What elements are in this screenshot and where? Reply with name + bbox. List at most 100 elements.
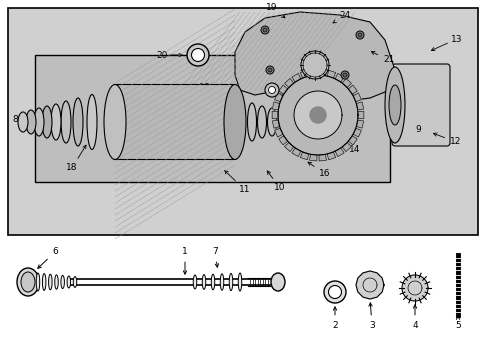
Polygon shape <box>293 91 341 139</box>
Text: 16: 16 <box>198 84 221 96</box>
Polygon shape <box>352 93 361 102</box>
Text: 5: 5 <box>454 316 460 329</box>
Polygon shape <box>272 111 278 119</box>
Polygon shape <box>318 154 326 161</box>
Text: 1: 1 <box>182 248 187 274</box>
Ellipse shape <box>301 51 328 79</box>
Ellipse shape <box>191 49 204 62</box>
Polygon shape <box>284 78 293 87</box>
Text: 15: 15 <box>307 87 323 103</box>
Ellipse shape <box>357 33 361 37</box>
Polygon shape <box>235 12 394 102</box>
Ellipse shape <box>328 285 341 298</box>
Polygon shape <box>334 73 344 82</box>
FancyBboxPatch shape <box>115 84 235 159</box>
Polygon shape <box>347 136 357 145</box>
Text: 14: 14 <box>332 130 360 154</box>
FancyBboxPatch shape <box>391 64 449 146</box>
Polygon shape <box>326 70 335 78</box>
Polygon shape <box>278 75 357 155</box>
Ellipse shape <box>238 273 241 291</box>
Text: 11: 11 <box>224 171 250 194</box>
Ellipse shape <box>202 275 205 289</box>
Polygon shape <box>357 111 363 119</box>
Ellipse shape <box>267 108 276 136</box>
Polygon shape <box>318 69 326 76</box>
Ellipse shape <box>261 26 268 34</box>
Polygon shape <box>291 148 300 157</box>
Ellipse shape <box>267 68 271 72</box>
Ellipse shape <box>224 85 245 159</box>
Text: 16: 16 <box>307 162 330 179</box>
Ellipse shape <box>104 85 126 159</box>
Text: 6: 6 <box>38 248 58 268</box>
Ellipse shape <box>42 274 46 291</box>
Polygon shape <box>274 93 282 102</box>
Ellipse shape <box>263 28 266 32</box>
Text: 3: 3 <box>368 303 374 329</box>
Ellipse shape <box>211 274 214 290</box>
Ellipse shape <box>384 67 404 143</box>
Ellipse shape <box>61 101 71 143</box>
Text: 10: 10 <box>266 171 285 193</box>
Polygon shape <box>309 69 316 76</box>
Ellipse shape <box>18 112 28 132</box>
Polygon shape <box>342 78 351 87</box>
Text: 12: 12 <box>432 133 461 147</box>
Ellipse shape <box>265 66 273 74</box>
Ellipse shape <box>21 272 35 292</box>
Ellipse shape <box>186 44 208 66</box>
Ellipse shape <box>61 275 64 289</box>
Text: 20: 20 <box>156 50 168 59</box>
Text: 8: 8 <box>12 116 18 125</box>
Polygon shape <box>274 128 282 137</box>
Ellipse shape <box>42 106 52 138</box>
Ellipse shape <box>229 273 232 291</box>
Polygon shape <box>300 70 308 78</box>
Polygon shape <box>291 73 300 82</box>
Polygon shape <box>334 148 344 157</box>
Ellipse shape <box>268 86 275 94</box>
Ellipse shape <box>257 106 266 138</box>
Ellipse shape <box>36 273 40 291</box>
Polygon shape <box>272 120 279 128</box>
Ellipse shape <box>73 98 83 146</box>
Text: 18: 18 <box>66 145 86 172</box>
Polygon shape <box>284 143 293 152</box>
Polygon shape <box>278 85 287 94</box>
Text: 17: 17 <box>136 116 148 125</box>
Text: 21: 21 <box>370 51 393 64</box>
Ellipse shape <box>48 274 52 290</box>
Polygon shape <box>309 154 316 161</box>
Ellipse shape <box>355 31 363 39</box>
Ellipse shape <box>87 94 97 149</box>
Polygon shape <box>272 102 279 110</box>
Ellipse shape <box>67 276 70 288</box>
Ellipse shape <box>340 71 348 79</box>
Text: 13: 13 <box>450 36 462 45</box>
Text: 9: 9 <box>414 126 420 135</box>
Ellipse shape <box>17 268 39 296</box>
Polygon shape <box>342 143 351 152</box>
Polygon shape <box>300 152 308 160</box>
Polygon shape <box>352 128 361 137</box>
Ellipse shape <box>342 73 346 77</box>
Polygon shape <box>326 152 335 160</box>
Ellipse shape <box>247 103 256 141</box>
Ellipse shape <box>277 111 286 133</box>
FancyBboxPatch shape <box>35 55 389 182</box>
Polygon shape <box>356 102 363 110</box>
Ellipse shape <box>55 275 58 289</box>
Polygon shape <box>356 120 363 128</box>
Polygon shape <box>278 136 287 145</box>
Polygon shape <box>347 85 357 94</box>
Ellipse shape <box>270 273 285 291</box>
Ellipse shape <box>34 108 44 136</box>
Ellipse shape <box>26 110 36 134</box>
Ellipse shape <box>324 281 346 303</box>
Polygon shape <box>401 275 427 301</box>
Polygon shape <box>355 271 383 299</box>
Text: 2: 2 <box>331 307 337 329</box>
Text: 4: 4 <box>411 305 417 329</box>
Ellipse shape <box>264 83 279 97</box>
